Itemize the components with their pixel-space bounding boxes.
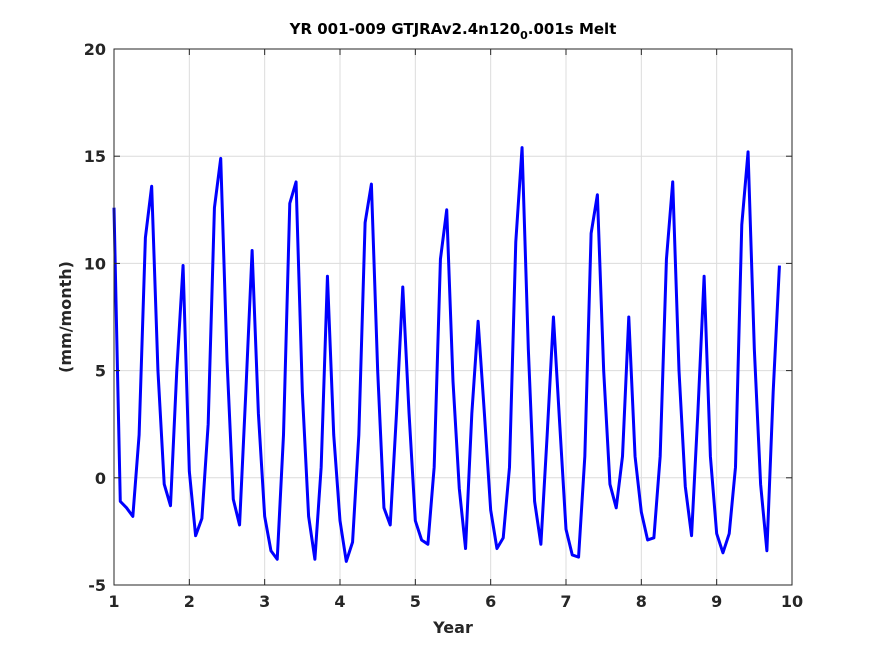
y-tick-label: 20	[84, 40, 106, 59]
series-line	[112, 146, 781, 563]
x-tick-label: 5	[410, 592, 421, 611]
x-tick-label: 8	[636, 592, 647, 611]
x-tick-label: 7	[560, 592, 571, 611]
y-tick-label: -5	[88, 576, 106, 595]
x-tick-label: 2	[184, 592, 195, 611]
x-tick-label: 3	[259, 592, 270, 611]
chart-title: YR 001-009 GTJRAv2.4n1200.001s Melt	[289, 20, 617, 42]
y-axis-label: (mm/month)	[56, 261, 75, 373]
x-tick-label: 4	[334, 592, 345, 611]
plot-area	[114, 49, 792, 585]
x-tick-labels: 1 2 3 4 5 6 7 8 9 10	[108, 592, 803, 611]
y-tick-labels: -5 0 5 10 15 20	[84, 40, 106, 595]
x-tick-label: 1	[108, 592, 119, 611]
data-series-line	[112, 146, 781, 563]
x-tick-label: 10	[781, 592, 803, 611]
y-tick-label: 5	[95, 362, 106, 381]
y-tick-label: 0	[95, 469, 106, 488]
x-axis-label: Year	[432, 618, 473, 637]
y-tick-label: 15	[84, 147, 106, 166]
ticks	[113, 48, 793, 586]
x-tick-label: 9	[711, 592, 722, 611]
x-tick-label: 6	[485, 592, 496, 611]
y-tick-label: 10	[84, 254, 106, 273]
axes-box	[113, 48, 793, 586]
